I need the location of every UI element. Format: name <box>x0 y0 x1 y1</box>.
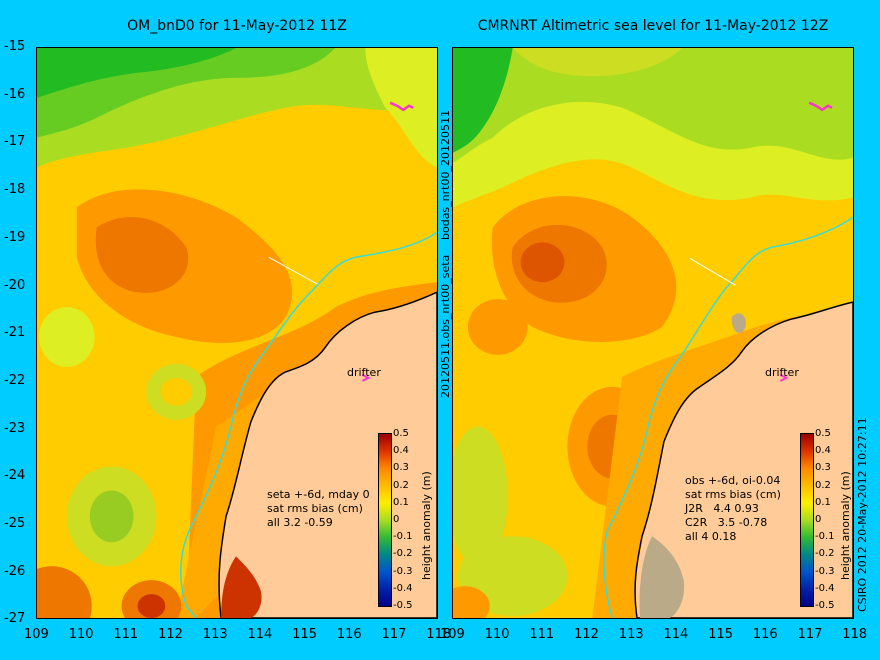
right-drifter-label: drifter <box>765 366 799 379</box>
colorbar-tick-label: 0.1 <box>393 496 409 508</box>
lon-tick-label: 117 <box>797 627 823 642</box>
lon-tick-label: 115 <box>292 627 318 642</box>
right-stats-line-2: sat rms bias (cm) <box>685 488 781 501</box>
lat-tick-label: -21 <box>4 325 26 341</box>
right-map-field <box>453 48 853 618</box>
colorbar-tick-label: 0.3 <box>393 462 409 474</box>
colorbar-tick-label: 0.4 <box>815 445 831 457</box>
lon-tick-label: 116 <box>752 627 778 642</box>
middle-label-bottom: 20120511.obs_nrt00_seta <box>439 254 452 398</box>
colorbar-tick-label: -0.4 <box>815 582 835 594</box>
lon-tick-label: 118 <box>426 627 452 642</box>
lat-tick-label: -24 <box>4 468 26 484</box>
colorbar-tick-label: 0.3 <box>815 462 831 474</box>
lon-tick-label: 110 <box>68 627 94 642</box>
lon-tick-label: 113 <box>618 627 644 642</box>
left-stats-line-1: seta +-6d, mday 0 <box>267 488 370 501</box>
left-map-field <box>37 48 437 618</box>
left-colorbar-label: height anomaly (m) <box>420 471 433 580</box>
colorbar-tick-label: -0.3 <box>815 565 835 577</box>
right-stats-line-3: J2R 4.4 0.93 <box>685 502 759 515</box>
lat-tick-label: -27 <box>4 611 26 627</box>
colorbar-tick-label: 0.5 <box>815 428 831 439</box>
colorbar-tick-label: 0 <box>393 514 400 525</box>
right-isobath <box>603 216 853 618</box>
right-stats-line-4: C2R 3.5 -0.78 <box>685 516 768 529</box>
lat-tick-label: -22 <box>4 372 26 388</box>
lon-tick-label: 114 <box>663 627 689 642</box>
lon-tick-label: 113 <box>202 627 228 642</box>
lat-tick-label: -19 <box>4 229 26 245</box>
colorbar-tick-label: 0.5 <box>393 428 409 439</box>
colorbar-tick-label: 0.2 <box>815 479 831 491</box>
colorbar-tick-label: -0.5 <box>393 600 413 611</box>
right-colorbar-label: height anomaly (m) <box>839 471 852 580</box>
colorbar-tick-label: -0.5 <box>815 600 835 611</box>
colorbar-tick-label: -0.3 <box>393 565 413 577</box>
lon-tick-label: 115 <box>708 627 734 642</box>
right-colorbar <box>800 433 814 607</box>
lon-tick-label: 118 <box>842 627 868 642</box>
colorbar-tick-label: 0.1 <box>815 496 831 508</box>
credit-label: CSIRO 2012 20-May-2012 10:27:11 <box>856 417 869 612</box>
lon-tick-label: 111 <box>113 627 139 642</box>
colorbar-tick-label: -0.1 <box>815 531 835 543</box>
colorbar-tick-label: -0.2 <box>393 548 413 560</box>
middle-label-top: bodas_nrt00_20120511 <box>439 110 452 240</box>
colorbar-tick-label: 0.4 <box>393 445 409 457</box>
right-stats-line-1: obs +-6d, oi-0.04 <box>685 474 781 487</box>
lat-tick-label: -25 <box>4 516 26 531</box>
lat-tick-label: -18 <box>4 182 26 198</box>
lat-tick-label: -20 <box>4 277 26 293</box>
left-stats-line-2: sat rms bias (cm) <box>267 502 363 515</box>
lon-tick-label: 110 <box>484 627 510 642</box>
lat-tick-label: -26 <box>4 563 26 579</box>
lon-tick-label: 112 <box>574 627 599 642</box>
lat-tick-label: -23 <box>4 420 26 436</box>
left-stats-line-3: all 3.2 -0.59 <box>267 516 333 529</box>
colorbar-tick-label: 0 <box>815 514 822 525</box>
left-map-title: OM_bnD0 for 11-May-2012 11Z <box>127 18 347 34</box>
colorbar-tick-label: -0.2 <box>815 548 835 560</box>
lon-tick-label: 109 <box>24 627 49 642</box>
left-drifter-label: drifter <box>347 366 381 379</box>
lat-tick-label: -17 <box>4 134 26 150</box>
right-map-title: CMRNRT Altimetric sea level for 11-May-2… <box>477 18 829 34</box>
lon-tick-label: 114 <box>247 627 273 642</box>
colorbar-tick-label: -0.4 <box>393 582 413 594</box>
lon-tick-label: 111 <box>529 627 555 642</box>
colorbar-tick-label: 0.2 <box>393 479 409 491</box>
lat-tick-label: -15 <box>4 39 26 54</box>
lon-tick-label: 109 <box>440 627 465 642</box>
right-stats-line-5: all 4 0.18 <box>685 530 737 543</box>
lon-tick-label: 116 <box>336 627 362 642</box>
colorbar-tick-label: -0.1 <box>393 531 413 543</box>
lon-tick-label: 112 <box>158 627 183 642</box>
left-isobath <box>180 231 437 618</box>
left-colorbar <box>378 433 392 607</box>
lon-tick-label: 117 <box>381 627 407 642</box>
right-map: drifter obs +-6d, oi-0.04 sat rms bias (… <box>452 47 854 619</box>
lat-tick-label: -16 <box>4 86 26 102</box>
